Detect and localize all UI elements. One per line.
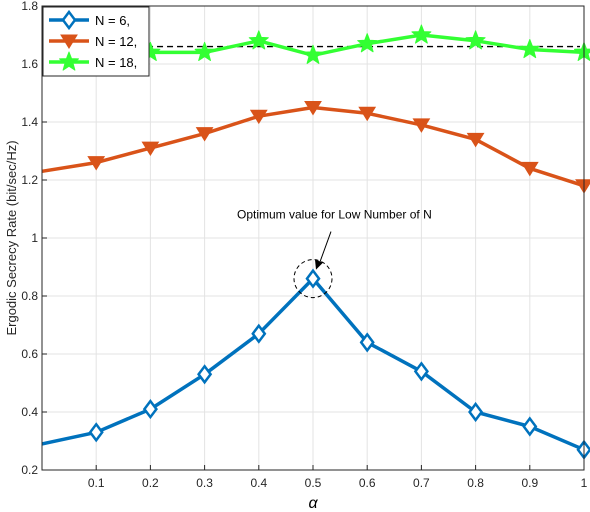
- marker-diamond: [251, 323, 267, 344]
- y-tick-label: 0.2: [21, 463, 38, 477]
- x-tick-label: 0.1: [88, 476, 105, 490]
- x-tick-label: 0.9: [521, 476, 538, 490]
- x-tick-label: 0.8: [467, 476, 484, 490]
- marker-star: [357, 33, 378, 53]
- annotation-circle: [293, 259, 333, 299]
- x-tick-label: 1: [581, 476, 588, 490]
- marker-diamond: [88, 422, 104, 443]
- marker-triangle-down: [60, 34, 78, 49]
- marker-triangle-down: [520, 161, 539, 177]
- marker-triangle-down: [195, 127, 214, 142]
- marker-diamond: [359, 332, 375, 353]
- marker-triangle-down: [304, 101, 322, 116]
- series-n6: [41, 268, 590, 460]
- marker-triangle-down: [249, 109, 268, 125]
- ticks: 0.1 0.2 0.3 0.4 0.5 0.6 0.7 0.8 0.9 1 0.2 0.4 0.6 0.8…: [21, 0, 587, 490]
- marker-star: [519, 39, 540, 59]
- x-tick-label: 0.2: [142, 476, 159, 490]
- marker-diamond: [468, 401, 484, 423]
- legend: N = 6, N = 12, N = 18,: [42, 6, 150, 77]
- x-tick-label: 0.5: [305, 476, 322, 490]
- marker-triangle-down: [466, 132, 485, 148]
- marker-star: [59, 51, 79, 71]
- y-tick-label: 1: [31, 231, 38, 245]
- y-tick-label: 1.6: [21, 57, 38, 71]
- marker-diamond: [413, 361, 429, 382]
- y-tick-label: 0.4: [21, 405, 38, 419]
- marker-diamond: [142, 399, 158, 420]
- marker-triangle-down: [87, 156, 106, 171]
- x-tick-label: 0.3: [196, 476, 213, 490]
- marker-diamond: [61, 9, 77, 31]
- marker-diamond: [305, 268, 321, 289]
- x-tick-label: 0.7: [413, 476, 430, 490]
- y-tick-label: 0.6: [21, 347, 38, 361]
- legend-label: N = 6,: [95, 13, 130, 28]
- annotation-arrow-head: [315, 259, 323, 270]
- marker-star: [194, 41, 215, 61]
- y-tick-label: 1.4: [21, 115, 38, 129]
- x-tick-label: 0.4: [250, 476, 267, 490]
- x-axis-label: α: [308, 495, 318, 512]
- marker-triangle-down: [358, 106, 377, 122]
- y-tick-label: 1.8: [21, 0, 38, 13]
- marker-star: [465, 30, 486, 50]
- marker-star: [411, 24, 432, 44]
- x-tick-label: 0.6: [359, 476, 376, 490]
- annotation-arrow-line: [318, 231, 332, 265]
- marker-triangle-down: [141, 141, 160, 157]
- y-tick-label: 0.8: [21, 289, 38, 303]
- marker-diamond: [197, 364, 213, 385]
- marker-star: [303, 44, 323, 64]
- legend-label: N = 12,: [95, 34, 137, 49]
- marker-diamond: [522, 416, 538, 437]
- marker-star: [248, 30, 269, 50]
- annotation-group: Optimum value for Low Number of N: [237, 208, 432, 299]
- marker-triangle-down: [412, 118, 431, 133]
- y-axis-label: Ergodic Secrecy Rate (bit/sec/Hz): [4, 140, 19, 335]
- legend-label: N = 18,: [95, 55, 137, 70]
- y-tick-label: 1.2: [21, 173, 38, 187]
- annotation-text: Optimum value for Low Number of N: [237, 208, 432, 222]
